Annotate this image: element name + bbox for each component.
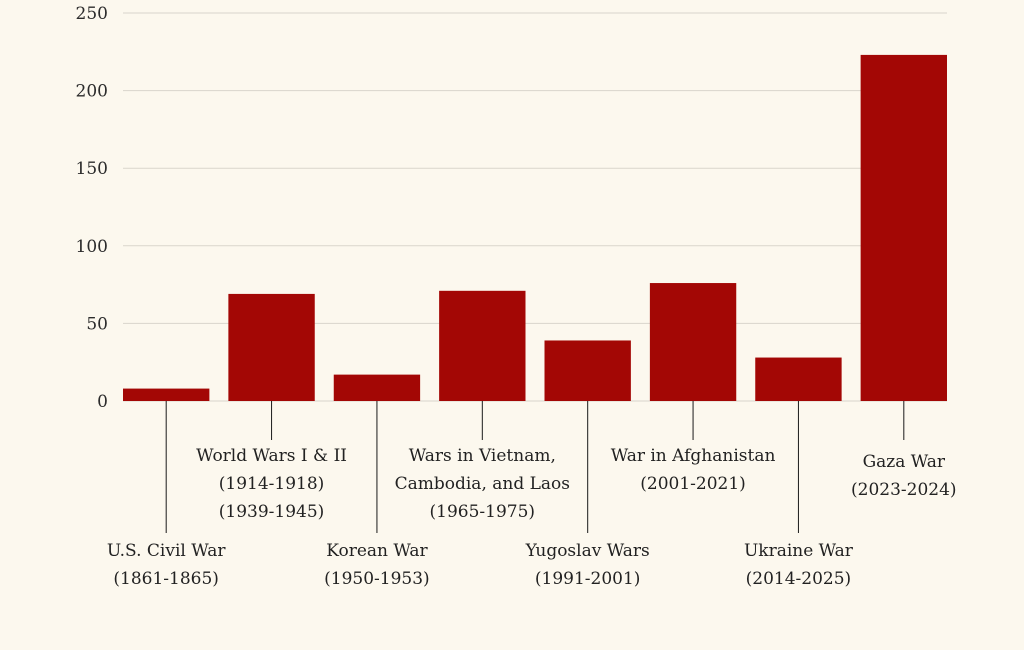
y-tick-label: 50	[86, 314, 108, 334]
bar-2	[333, 374, 421, 401]
category-label-6: Ukraine War (2014-2025)	[744, 541, 854, 589]
category-label-line: Wars in Vietnam,	[409, 446, 556, 466]
category-label-3: Wars in Vietnam, Cambodia, and Laos (1965-…	[395, 446, 570, 522]
category-label-0: U.S. Civil War (1861-1865)	[107, 541, 226, 589]
bar-5	[649, 283, 737, 401]
category-label-line: (2023-2024)	[851, 480, 957, 500]
category-label-4: Yugoslav Wars (1991-2001)	[525, 541, 650, 589]
category-label-line: (1939-1945)	[219, 502, 325, 522]
y-axis-ticks: 0 50 100 150 200 250	[76, 4, 108, 412]
category-label-line: Cambodia, and Laos	[395, 474, 570, 494]
bar-1	[228, 293, 315, 401]
category-label-line: Gaza War	[863, 452, 946, 472]
category-label-line: Ukraine War	[744, 541, 854, 561]
bar-3	[439, 290, 526, 401]
y-tick-label: 250	[76, 4, 108, 24]
category-label-7: Gaza War (2023-2024)	[851, 452, 957, 500]
y-tick-label: 150	[76, 159, 108, 179]
y-tick-label: 100	[76, 237, 108, 257]
bar-6	[755, 357, 842, 401]
category-label-line: (1861-1865)	[113, 569, 219, 589]
category-label-line: (1950-1953)	[324, 569, 430, 589]
bar-7	[860, 54, 947, 402]
y-tick-label: 0	[97, 392, 108, 412]
category-label-line: (2001-2021)	[640, 474, 746, 494]
category-label-line: Korean War	[326, 541, 428, 561]
bar-4	[544, 340, 631, 401]
category-label-2: Korean War (1950-1953)	[324, 541, 430, 589]
category-label-5: War in Afghanistan (2001-2021)	[611, 446, 776, 494]
bars	[123, 54, 947, 402]
category-label-line: U.S. Civil War	[107, 541, 226, 561]
category-label-line: (2014-2025)	[746, 569, 852, 589]
category-label-1: World Wars I & II (1914-1918) (1939-1945)	[196, 446, 347, 522]
y-tick-label: 200	[76, 82, 108, 102]
category-label-line: (1991-2001)	[535, 569, 641, 589]
leader-lines	[165, 401, 905, 533]
category-labels: U.S. Civil War (1861-1865) World Wars I & …	[107, 446, 957, 589]
bar-0	[123, 388, 210, 401]
category-label-line: (1965-1975)	[430, 502, 536, 522]
category-label-line: World Wars I & II	[196, 446, 347, 466]
category-label-line: (1914-1918)	[219, 474, 325, 494]
category-label-line: War in Afghanistan	[611, 446, 776, 466]
category-label-line: Yugoslav Wars	[525, 541, 650, 561]
